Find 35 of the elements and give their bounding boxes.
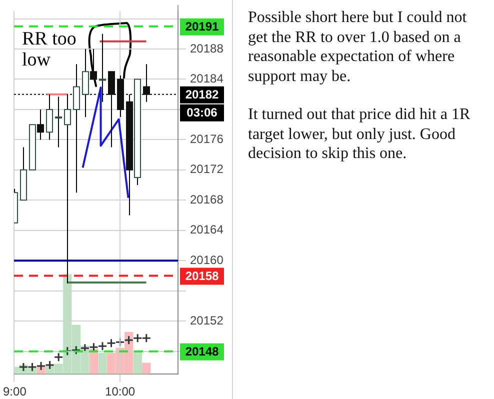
point <box>54 352 64 362</box>
point <box>88 342 98 352</box>
ref-line-label: 20182 <box>185 88 220 102</box>
point <box>142 333 152 343</box>
text: It turned out that price did hit a 1R target lower, but only just. Good decision to skip this one. <box>248 105 472 164</box>
ref-line-label: 20148 <box>185 344 220 359</box>
point <box>98 341 108 351</box>
point <box>80 343 90 353</box>
y-tick-label: 20164 <box>190 222 224 237</box>
y-tick-label: 20188 <box>190 41 224 56</box>
point <box>27 362 37 372</box>
y-tick-label: 20172 <box>190 162 224 176</box>
ref-line-label: 20158 <box>185 269 220 284</box>
bar <box>98 352 107 374</box>
ref-line-label: 20191 <box>185 20 220 34</box>
text: Possible short here but I could not get the RR to over 1.0 based on a reasonable expectation of where support may be. <box>248 8 468 86</box>
point <box>115 337 125 347</box>
point <box>124 335 134 345</box>
y-tick-label: 20152 <box>190 313 224 328</box>
annotation: RR too low <box>22 28 76 71</box>
bar <box>142 362 151 374</box>
annotation: 03:06 <box>186 106 218 120</box>
x-tick-label: 9:00 <box>3 384 27 399</box>
bar <box>133 350 142 374</box>
y-tick-label: 20184 <box>190 72 224 86</box>
point <box>18 362 28 372</box>
point <box>132 333 142 343</box>
x-tick-label: 10:00 <box>105 384 136 399</box>
point <box>45 360 55 370</box>
y-tick-label: 20168 <box>190 192 224 206</box>
point <box>106 338 116 348</box>
y-tick-label: 20176 <box>190 132 224 146</box>
y-tick-label: 20160 <box>190 252 224 267</box>
point <box>71 345 81 355</box>
point <box>36 361 46 371</box>
